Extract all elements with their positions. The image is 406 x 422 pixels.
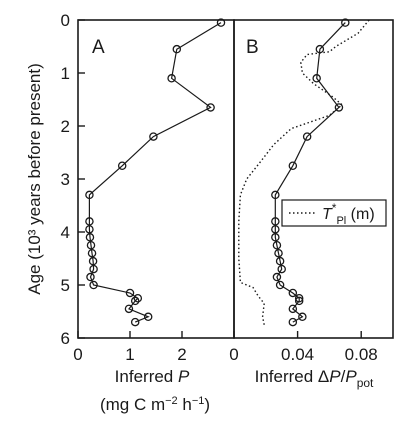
y-tick-label: 4: [61, 223, 70, 242]
y-tick-label: 2: [61, 117, 70, 136]
data-point: [130, 296, 140, 306]
y-tick-label: 6: [61, 329, 70, 348]
panel-a-x-unit: (mg C m−2 h−1): [100, 395, 210, 414]
data-point: [85, 217, 94, 226]
x-tick-label: 2: [177, 345, 186, 364]
data-point: [275, 256, 285, 266]
data-point: [271, 225, 280, 234]
data-point: [89, 264, 98, 274]
panel-b-frame: [233, 19, 394, 339]
data-point: [216, 18, 226, 27]
panel-a-letter: A: [92, 37, 105, 58]
data-point: [124, 304, 134, 314]
legend-box: [281, 199, 387, 227]
data-point: [302, 132, 312, 141]
data-point: [294, 296, 304, 306]
series-line: [88, 22, 222, 323]
data-point: [149, 132, 158, 141]
data-point: [277, 264, 286, 274]
data-point: [89, 280, 98, 290]
y-axis-label: Age (10³ years before present): [25, 63, 44, 295]
data-point: [288, 304, 298, 314]
panel-b-x-ticks: 0 0.04 0.08: [229, 331, 378, 364]
data-point: [334, 103, 344, 112]
x-tick-label: 1: [125, 345, 134, 364]
data-point: [125, 288, 135, 298]
series-line-dotted: [238, 19, 370, 325]
data-point: [167, 74, 176, 83]
data-point: [272, 240, 282, 250]
data-point: [85, 190, 94, 200]
panel-b-legend: T*Pl (m): [281, 199, 387, 227]
data-point: [271, 233, 280, 242]
data-point: [275, 280, 285, 290]
data-point: [271, 217, 280, 226]
data-point: [312, 74, 321, 83]
data-point: [298, 312, 307, 322]
y-ticks: 0 1 2 3 4 5 6: [61, 11, 85, 348]
data-point: [86, 272, 95, 282]
x-tick-label: 0.08: [345, 345, 378, 364]
series-line: [274, 22, 346, 323]
panel-a-x-label: Inferred P: [115, 367, 190, 386]
y-tick-label: 3: [61, 170, 70, 189]
x-tick-label: 0.04: [281, 345, 314, 364]
panel-a-series: [85, 18, 226, 327]
panel-b-letter: B: [246, 37, 259, 58]
x-tick-label: 0: [73, 345, 82, 364]
data-point: [274, 248, 283, 258]
data-point: [85, 225, 94, 234]
data-point: [206, 103, 215, 112]
data-point: [88, 256, 98, 266]
panel-a-frame: [77, 19, 235, 339]
y-tick-label: 0: [61, 11, 70, 30]
data-point: [341, 18, 350, 27]
data-point: [130, 317, 140, 327]
data-point: [271, 190, 280, 200]
panel-b-x-label: Inferred ΔP/Ppot: [255, 367, 374, 390]
data-point: [288, 317, 298, 327]
data-point: [288, 288, 298, 298]
y-tick-label: 5: [61, 276, 70, 295]
legend-label-tpl: T*Pl (m): [322, 201, 375, 227]
data-point: [294, 293, 304, 303]
data-point: [117, 161, 127, 170]
data-point: [133, 293, 143, 303]
data-point: [87, 248, 97, 258]
data-point: [272, 272, 282, 282]
panel-a-x-ticks: 0 1 2: [73, 331, 187, 364]
data-point: [172, 44, 182, 54]
panel-b-series: [238, 18, 370, 327]
data-point: [288, 161, 298, 170]
data-point: [85, 233, 95, 242]
y-tick-label: 1: [61, 64, 70, 83]
data-point: [86, 240, 96, 250]
data-point: [143, 312, 153, 322]
x-tick-label: 0: [229, 345, 238, 364]
